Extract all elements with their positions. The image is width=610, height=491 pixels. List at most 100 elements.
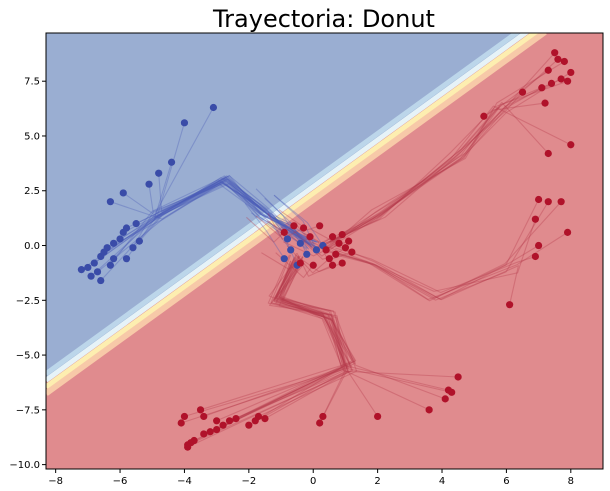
trajectory-path: [203, 254, 342, 435]
trajectory-path: [87, 177, 308, 268]
trajectory-path: [325, 245, 539, 299]
trajectory-path: [314, 69, 549, 251]
x-tick-label: 0: [310, 476, 316, 487]
y-axis: −10.0 −7.5 −5.0 −2.5 0.0 2.5 5.0 7.5: [9, 77, 46, 471]
trajectory-path: [331, 201, 549, 301]
red-point: [213, 417, 221, 425]
red-point: [448, 388, 456, 396]
red-point: [531, 252, 539, 261]
x-axis: −8 −6 −4 −2 0 2 4 6 8: [48, 469, 574, 487]
trajectory-path: [244, 203, 285, 259]
red-point: [206, 428, 214, 436]
trajectory-path: [255, 260, 345, 422]
red-point: [322, 246, 330, 254]
red-point: [280, 228, 288, 236]
boundary-band-2: [46, 33, 530, 383]
red-point: [544, 149, 552, 158]
blue-point: [110, 239, 118, 247]
trajectory-path: [316, 105, 572, 248]
blue-point: [77, 266, 86, 274]
x-tick-label: −4: [177, 476, 192, 487]
y-tick-label: −5.0: [16, 351, 40, 362]
trajectory-path: [325, 87, 543, 247]
trajectory-path: [286, 245, 330, 274]
red-point: [567, 141, 575, 149]
trajectory-path: [246, 216, 285, 243]
trajectory-path: [270, 255, 446, 400]
trajectory-path: [335, 247, 536, 294]
red-point: [541, 99, 549, 107]
blue-point: [180, 119, 189, 127]
trajectory-path: [100, 178, 319, 257]
x-tick-label: 2: [374, 476, 380, 487]
red-point: [200, 412, 208, 421]
red-point: [518, 88, 527, 96]
trajectory-path: [187, 260, 350, 448]
red-point: [177, 419, 185, 427]
blue-point: [106, 261, 114, 269]
red-point: [348, 248, 356, 256]
x-tick-label: 8: [568, 476, 574, 487]
trajectory-path: [110, 180, 313, 249]
trajectory-path: [93, 183, 316, 264]
blue-point: [209, 103, 218, 112]
red-point: [341, 244, 350, 252]
red-point: [225, 417, 234, 425]
trajectory-path: [318, 71, 572, 250]
boundary-band-0: [46, 33, 547, 396]
red-point: [219, 421, 227, 429]
blue-point: [90, 259, 98, 267]
red-point: [563, 77, 572, 85]
trajectory-path: [276, 255, 449, 391]
y-tick-label: −7.5: [16, 405, 40, 416]
red-point: [200, 430, 208, 438]
trajectory-path: [329, 78, 562, 244]
trajectory-path: [209, 254, 346, 433]
red-point: [374, 412, 382, 421]
blue-point: [132, 220, 140, 228]
blue-point: [280, 255, 288, 263]
trajectory-path: [280, 257, 379, 417]
plot-area: [46, 33, 603, 469]
red-point: [535, 241, 543, 250]
blue-point: [296, 239, 304, 247]
blue-point: [97, 276, 105, 285]
trajectory-path: [327, 91, 523, 247]
blue-point: [155, 169, 163, 177]
trajectory-path: [97, 182, 318, 273]
trajectory-path: [270, 254, 349, 424]
red-point: [557, 75, 565, 83]
trajectory-path: [274, 259, 452, 393]
blue-point: [106, 198, 114, 206]
red-point: [551, 49, 559, 57]
red-point: [563, 228, 572, 236]
red-point: [544, 66, 552, 74]
trajectory-path: [135, 174, 317, 248]
y-tick-label: 2.5: [24, 186, 40, 197]
trajectory-path: [222, 256, 351, 426]
red-point: [557, 198, 565, 206]
trajectory-path: [293, 230, 340, 257]
red-point: [316, 419, 324, 427]
trajectory-path: [240, 189, 288, 240]
red-point: [425, 406, 433, 414]
boundary-band-1: [46, 33, 539, 389]
y-tick-label: −2.5: [16, 296, 40, 307]
plot-frame: [45, 32, 604, 470]
red-point: [299, 224, 308, 232]
boundary-band-3: [46, 33, 521, 376]
trajectory-path: [326, 82, 552, 251]
trajectory-path: [216, 261, 354, 422]
trajectory-path: [113, 176, 308, 260]
red-point: [296, 259, 304, 267]
trajectory-path: [193, 263, 346, 441]
trajectory-path: [332, 251, 519, 305]
y-tick-label: −10.0: [9, 460, 40, 471]
trajectory-path: [235, 258, 353, 420]
red-point: [328, 233, 337, 241]
trajectory-path: [122, 175, 319, 249]
trajectory-path: [123, 180, 314, 245]
blue-point: [122, 255, 131, 263]
trajectory-path: [216, 260, 356, 431]
trajectory-path: [184, 255, 353, 417]
